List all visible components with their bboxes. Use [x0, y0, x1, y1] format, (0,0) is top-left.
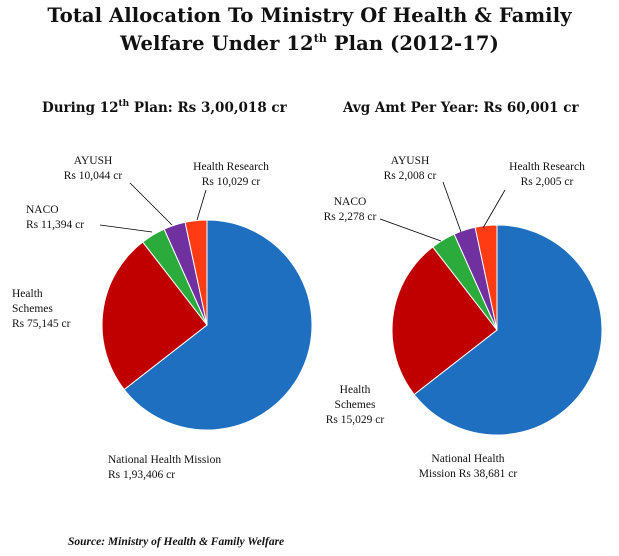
left-pie-title: During 12th Plan: Rs 3,00,018 cr: [42, 99, 287, 117]
right-pie-title: Avg Amt Per Year: Rs 60,001 cr: [343, 100, 579, 116]
left-pie-title-sup: th: [118, 99, 130, 109]
chart-title-line1: Total Allocation To Ministry Of Health &…: [47, 4, 572, 27]
chart-title-line2-prefix: Welfare Under 12: [120, 32, 314, 55]
pie-1-label-line: AYUSH: [390, 155, 430, 167]
pie-1-label-health-research: Health Research Rs 2,005 cr: [492, 160, 602, 190]
pie-1-slice-health-schemes: [391, 246, 498, 396]
pie-1-label-line: Health: [339, 384, 371, 396]
left-pie-title-suffix: Plan: Rs 3,00,018 cr: [129, 100, 287, 116]
pie-1-label-national-health-mission: National Health Mission Rs 38,681 cr: [418, 452, 518, 482]
pie-1-label-line: Health Research: [509, 161, 585, 173]
pie-1-label-line: Rs 2,005 cr: [520, 176, 574, 188]
pie-1-label-line: Mission Rs 38,681 cr: [418, 468, 518, 480]
pie-1-label-line: Rs 2,278 cr: [323, 211, 377, 223]
pie-0-label-line: Rs 1,93,406 cr: [108, 469, 176, 481]
pie-1-leader-line: [379, 218, 442, 242]
pie-0-slice-health-research: [184, 219, 208, 326]
pie-0-label-line: Schemes: [12, 303, 53, 315]
pie-1-leader-line: [482, 189, 506, 229]
chart-title-line2: Welfare Under 12th Plan (2012-17): [0, 30, 619, 58]
pie-0-label-line: Health: [12, 288, 43, 300]
pie-1-label-line: NACO: [333, 196, 367, 208]
right-pie-title-text: Avg Amt Per Year: Rs 60,001 cr: [343, 100, 579, 116]
pie-0-leader-line: [129, 182, 173, 226]
left-pie-title-prefix: During 12: [42, 100, 119, 116]
chart-title-line2-suffix: Plan (2012-17): [327, 32, 499, 55]
pie-0-leader-line: [99, 224, 153, 233]
pie-1-slice-national-health-mission: [413, 224, 603, 436]
pie-0-slice-national-health-mission: [123, 219, 313, 431]
pie-1-label-line: Rs 2,008 cr: [383, 170, 437, 182]
pie-1-label-ayush: AYUSH Rs 2,008 cr: [372, 154, 448, 184]
pie-0-label-naco: NACO Rs 11,394 cr: [26, 203, 84, 233]
pie-0-label-health-research: Health Research Rs 10,029 cr: [179, 160, 283, 190]
chart-title-line2-sup: th: [313, 32, 327, 45]
pie-1-label-line: National Health: [431, 453, 505, 465]
pie-1-label-line: Rs 15,029 cr: [325, 414, 385, 426]
pie-0-label-ayush: AYUSH Rs 10,044 cr: [51, 154, 135, 184]
pie-0-label-line: NACO: [26, 204, 59, 216]
pie-0-label-line: Rs 10,029 cr: [201, 176, 261, 188]
pie-1-leader-line: [442, 181, 462, 233]
pie-0-label-national-health-mission: National Health Mission Rs 1,93,406 cr: [108, 453, 221, 483]
pie-1-label-health-schemes: Health Schemes Rs 15,029 cr: [318, 383, 392, 428]
pie-0-label-line: AYUSH: [73, 155, 113, 167]
pie-0-label-health-schemes: Health Schemes Rs 75,145 cr: [12, 287, 70, 332]
pie-1-label-naco: NACO Rs 2,278 cr: [322, 195, 378, 225]
pie-0-label-line: Rs 75,145 cr: [12, 318, 71, 330]
pie-0-label-line: National Health Mission: [108, 454, 222, 466]
pie-1-slice-health-research: [474, 224, 498, 331]
pie-0-slice-health-schemes: [101, 241, 208, 391]
pie-0-label-line: Rs 10,044 cr: [63, 170, 123, 182]
pie-1-label-line: Schemes: [334, 399, 376, 411]
chart-title: Total Allocation To Ministry Of Health &…: [0, 2, 619, 58]
pie-0-leader-line: [196, 189, 207, 221]
pie-0-label-line: Health Research: [193, 161, 269, 173]
source-note: Source: Ministry of Health & Family Welf…: [68, 536, 285, 548]
pie-0-label-line: Rs 11,394 cr: [26, 219, 85, 231]
